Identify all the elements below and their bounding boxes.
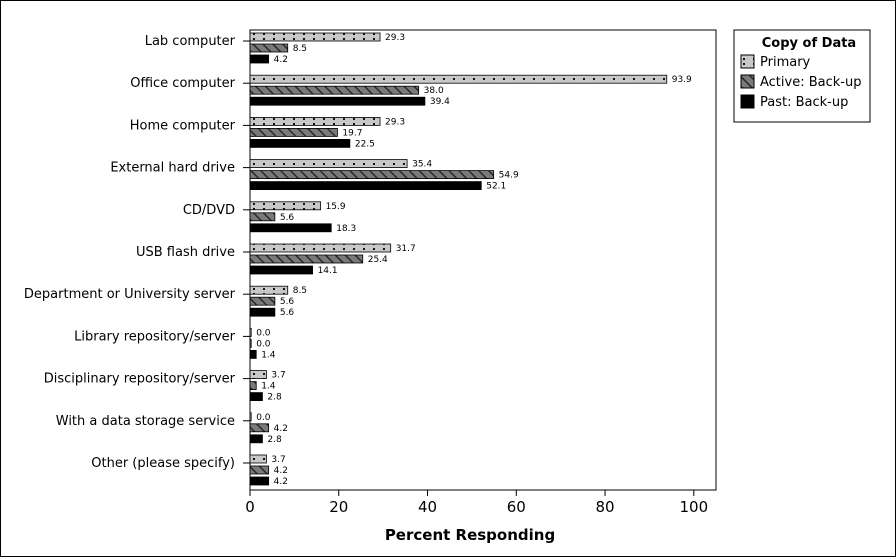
category-label: Department or University server	[24, 287, 236, 302]
bar	[249, 181, 482, 191]
bar	[249, 465, 270, 475]
bar	[249, 285, 289, 295]
bar-value-label: 4.2	[274, 424, 288, 434]
category-label: With a data storage service	[56, 414, 235, 429]
bar-value-label: 2.8	[267, 435, 282, 445]
bar-value-label: 38.0	[424, 86, 444, 96]
bar-value-label: 39.4	[430, 97, 450, 107]
bar	[249, 370, 267, 380]
bar	[249, 117, 381, 126]
bar-value-label: 4.2	[274, 466, 288, 476]
bar	[249, 223, 332, 233]
bar-value-label: 5.6	[280, 213, 295, 223]
bar	[249, 170, 495, 180]
bar	[249, 423, 270, 433]
bar-value-label: 19.7	[342, 128, 362, 138]
bar-value-label: 2.8	[267, 393, 282, 403]
x-tick-label-80: 80	[596, 498, 615, 516]
bar	[249, 392, 263, 402]
bar-value-label: 29.3	[385, 33, 405, 43]
category-label: Other (please specify)	[91, 456, 235, 471]
bar-value-label: 54.9	[499, 171, 519, 181]
bar-value-label: 14.1	[318, 266, 338, 276]
bar	[249, 349, 257, 359]
category-label: Home computer	[130, 118, 236, 133]
bar-value-label: 15.9	[326, 202, 346, 212]
bar-value-label: 0.0	[256, 413, 271, 423]
bar	[249, 32, 381, 42]
bar	[249, 327, 252, 337]
legend-swatch-solid	[740, 94, 755, 109]
x-tick-label-100: 100	[679, 498, 708, 516]
legend: Copy of Data Primary Active: Back-up Past: …	[733, 29, 871, 123]
legend-label: Primary	[760, 55, 811, 70]
bar-value-label: 22.5	[355, 139, 375, 149]
plot-area: 0 20 40 60 80 100 Lab computer 29.3 8.5 4.2 Office…	[24, 29, 717, 516]
category-label: Library repository/server	[74, 329, 236, 344]
bar-value-label: 1.4	[261, 350, 276, 360]
bar	[249, 54, 270, 64]
bar	[249, 476, 270, 486]
bar	[249, 254, 364, 264]
category-label: Lab computer	[145, 34, 236, 49]
bar	[249, 307, 276, 317]
bar-value-label: 3.7	[271, 455, 285, 465]
x-tick-label-20: 20	[329, 498, 348, 516]
category-label: USB flash drive	[136, 245, 235, 260]
bar	[249, 434, 263, 444]
bar-value-label: 1.4	[261, 382, 276, 392]
bar	[249, 96, 426, 106]
bar-value-label: 93.9	[672, 75, 692, 85]
bar	[249, 454, 267, 464]
bar-value-label: 8.5	[293, 44, 307, 54]
bar-value-label: 52.1	[486, 182, 506, 192]
bar-value-label: 3.7	[271, 371, 285, 381]
category-label: Disciplinary repository/server	[44, 372, 236, 387]
category-label: CD/DVD	[183, 203, 235, 218]
x-tick-label-60: 60	[507, 498, 526, 516]
x-axis-label: Percent Responding	[385, 526, 555, 544]
x-tick-label-40: 40	[418, 498, 437, 516]
bar-value-label: 35.4	[412, 160, 432, 170]
bar	[249, 128, 338, 137]
legend-box	[733, 29, 871, 123]
legend-swatch-dots	[740, 54, 755, 69]
bar-value-label: 5.6	[280, 297, 295, 307]
bar	[249, 265, 313, 275]
legend-label: Past: Back-up	[760, 95, 848, 110]
bar-value-label: 25.4	[368, 255, 388, 265]
bar-value-label: 4.2	[274, 477, 288, 487]
category-label: External hard drive	[110, 161, 235, 176]
bar	[249, 412, 252, 422]
bar	[249, 243, 392, 253]
bar-value-label: 18.3	[336, 224, 356, 234]
bar-value-label: 0.0	[256, 328, 271, 338]
bar	[249, 212, 276, 222]
bar	[249, 338, 252, 348]
category-label: Office computer	[130, 76, 235, 91]
bar-value-label: 0.0	[256, 339, 271, 349]
legend-title: Copy of Data	[762, 36, 856, 51]
bar	[249, 296, 276, 306]
bar-value-label: 31.7	[396, 244, 416, 254]
legend-swatch-hatch	[740, 74, 755, 89]
bar	[249, 381, 257, 391]
bar-value-label: 29.3	[385, 117, 405, 127]
bar	[249, 201, 321, 211]
bar-value-label: 8.5	[293, 286, 307, 296]
bar	[249, 43, 289, 53]
bar-value-label: 5.6	[280, 308, 295, 318]
bar-value-label: 4.2	[274, 55, 288, 65]
bar	[249, 74, 668, 84]
x-tick-label-0: 0	[245, 498, 255, 516]
bar	[249, 159, 408, 169]
bar	[249, 85, 420, 95]
bar	[249, 138, 351, 148]
legend-label: Active: Back-up	[760, 75, 861, 90]
